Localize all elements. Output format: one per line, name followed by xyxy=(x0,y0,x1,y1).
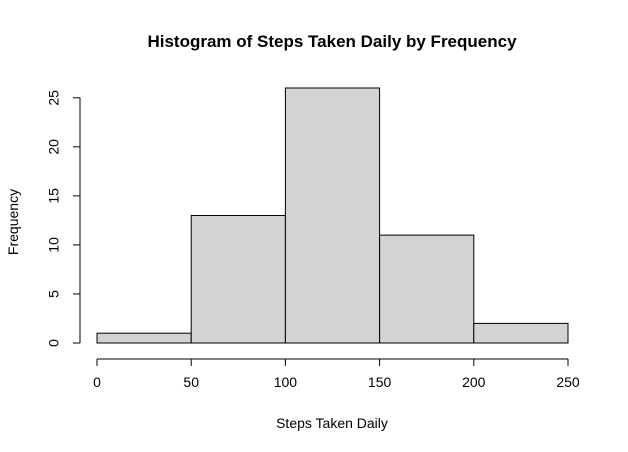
histogram-bar-100-150 xyxy=(284,87,381,344)
histogram-bar-200-250 xyxy=(473,322,569,344)
chart-title: Histogram of Steps Taken Daily by Freque… xyxy=(147,32,517,51)
y-tick-label: 25 xyxy=(46,90,62,106)
bars-group xyxy=(96,87,569,344)
histogram-bar-150-200 xyxy=(379,234,475,344)
histogram-bar-50-100 xyxy=(190,215,286,344)
x-tick-label: 200 xyxy=(462,374,486,390)
x-tick-label: 50 xyxy=(183,374,199,390)
y-tick-label: 5 xyxy=(46,290,62,298)
x-tick-label: 0 xyxy=(93,374,101,390)
y-axis: 0 5 10 15 20 25 xyxy=(46,90,81,347)
y-axis-label: Frequency xyxy=(5,189,21,255)
y-tick-label: 15 xyxy=(46,188,62,204)
x-tick-label: 100 xyxy=(274,374,298,390)
y-tick-label: 10 xyxy=(46,237,62,253)
y-tick-label: 20 xyxy=(46,139,62,155)
histogram-bar-0-50 xyxy=(96,332,192,344)
y-tick-label: 0 xyxy=(46,339,62,347)
x-tick-label: 150 xyxy=(368,374,392,390)
x-tick-label: 250 xyxy=(556,374,580,390)
x-axis: 0 50 100 150 200 250 xyxy=(93,358,580,390)
x-axis-label: Steps Taken Daily xyxy=(276,415,388,431)
